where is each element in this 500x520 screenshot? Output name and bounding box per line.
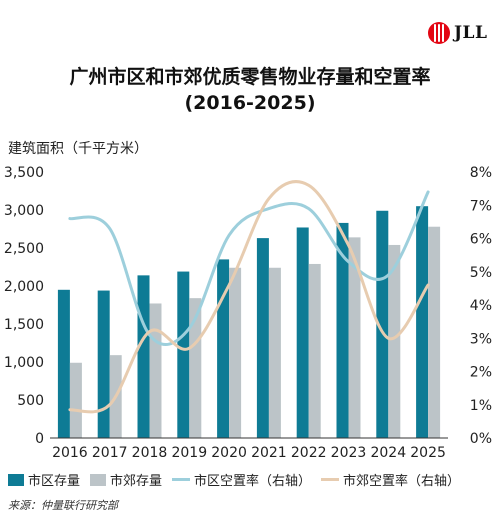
jll-logo-icon <box>428 22 450 44</box>
chart-subtitle: (2016-2025) <box>184 92 316 114</box>
y2-tick-label: 5% <box>470 265 492 281</box>
y-tick-label: 2,000 <box>4 279 44 295</box>
y2-tick-label: 3% <box>470 331 492 347</box>
y-tick-label: 500 <box>17 393 44 409</box>
bar-suburban-stock <box>149 303 162 438</box>
x-tick-label: 2021 <box>251 445 287 461</box>
y-tick-label: 3,500 <box>4 165 44 181</box>
y2-tick-label: 8% <box>470 165 492 181</box>
legend-item-urban-stock: 市区存量 <box>8 470 80 489</box>
y-tick-label: 3,000 <box>4 203 44 219</box>
legend-line <box>321 478 340 481</box>
chart-plot: 2016 2017 2018 2019 2020 2021 2022 2023 2024 2025… <box>4 165 492 461</box>
bar-urban-stock <box>97 290 110 438</box>
legend-item-suburban-vacancy: 市郊空置率（右轴） <box>321 470 460 489</box>
y2-tick-label: 7% <box>470 198 492 214</box>
bar-suburban-stock <box>348 237 361 438</box>
x-tick-label: 2018 <box>132 445 168 461</box>
legend-line <box>172 478 191 481</box>
jll-logo-text: JLL <box>454 23 488 43</box>
y2-tick-label: 2% <box>470 365 492 381</box>
legend-item-suburban-stock: 市郊存量 <box>90 470 162 489</box>
source-note: 来源：仲量联行研究部 <box>8 499 118 512</box>
legend-label: 市郊存量 <box>110 474 163 489</box>
bar-urban-stock <box>416 206 429 438</box>
bar-urban-stock <box>336 222 349 438</box>
jll-logo: JLL <box>428 22 487 44</box>
x-tick-label: 2024 <box>370 445 406 461</box>
bar-suburban-stock <box>229 267 242 438</box>
y2-tick-label: 1% <box>470 398 492 414</box>
line-suburban-vacancy <box>68 180 430 414</box>
x-tick-label: 2016 <box>52 445 88 461</box>
x-tick-label: 2020 <box>211 445 247 461</box>
bar-suburban-stock <box>268 267 281 438</box>
y2-tick-label: 6% <box>470 232 492 248</box>
bar-urban-stock <box>296 227 309 438</box>
y2-tick-label: 4% <box>470 298 492 314</box>
bar-suburban-stock <box>308 263 321 438</box>
bar-urban-stock <box>376 210 389 438</box>
legend-swatch <box>90 473 107 486</box>
bar-suburban-stock <box>69 362 82 438</box>
bar-urban-stock <box>137 275 150 438</box>
x-tick-label: 2019 <box>171 445 207 461</box>
bar-suburban-stock <box>428 226 441 438</box>
x-tick-label: 2025 <box>410 445 446 461</box>
legend-label: 市郊空置率（右轴） <box>343 474 461 489</box>
legend-label: 市区存量 <box>28 474 81 489</box>
bar-urban-stock <box>256 238 269 438</box>
bar-urban-stock <box>177 271 190 438</box>
bar-urban-stock <box>57 289 70 438</box>
chart-title: 广州市区和市郊优质零售物业存量和空置率 <box>69 66 431 88</box>
line-urban-vacancy <box>68 190 430 347</box>
y-tick-label: 1,500 <box>4 317 44 333</box>
y2-tick-label: 0% <box>470 431 492 447</box>
legend-label: 市区空置率（右轴） <box>194 474 312 489</box>
x-tick-label: 2022 <box>291 445 327 461</box>
legend-item-urban-vacancy: 市区空置率（右轴） <box>172 470 311 489</box>
y-tick-label: 2,500 <box>4 241 44 257</box>
bar-suburban-stock <box>388 244 401 438</box>
y-axis-label: 建筑面积（千平方米） <box>8 141 148 157</box>
chart-legend: 市区存量 市郊存量 市区空置率（右轴） 市郊空置率（右轴） <box>8 470 498 489</box>
legend-swatch <box>8 473 24 486</box>
x-tick-label: 2023 <box>331 445 367 461</box>
y-tick-label: 1,000 <box>4 355 44 371</box>
bar-suburban-stock <box>189 298 202 438</box>
x-tick-label: 2017 <box>92 445 128 461</box>
y-tick-label: 0 <box>35 431 44 447</box>
